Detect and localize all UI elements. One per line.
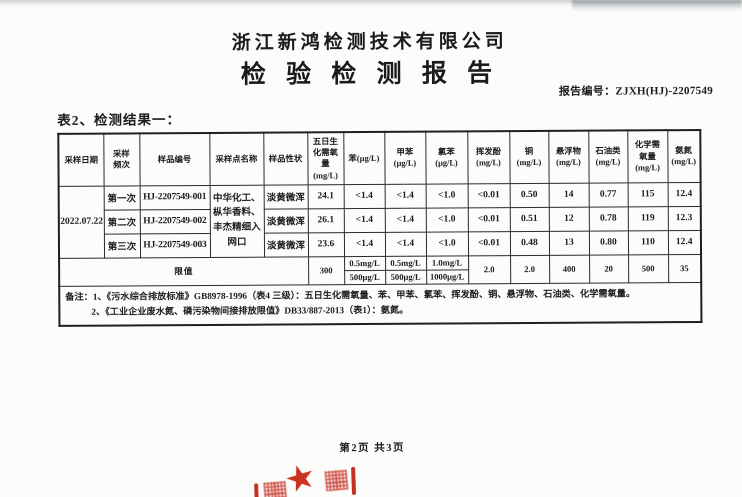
stamp-text-right: [324, 469, 349, 492]
value-cell: 14: [548, 182, 589, 207]
value-cell: <1.0: [425, 231, 469, 256]
value-cell: 0.78: [588, 206, 628, 231]
limit-copper-cell: 2.0: [510, 254, 550, 284]
limit-petroleum-cell: 20: [589, 254, 629, 283]
header-row: 采样日期 采样 频次 样品编号 采样点名称 样品性状 五日生 化需氧 量 (mg…: [58, 129, 701, 186]
frequency-cell: 第三次: [103, 233, 141, 258]
value-cell: <0.01: [467, 207, 510, 232]
column-header-chlorobenzene: 氯苯 (μg/L): [425, 131, 468, 184]
limit-ammonia-cell: 35: [668, 253, 702, 283]
column-header-phenol: 挥发酚 (mg/L): [467, 131, 510, 184]
value-cell: 0.51: [509, 206, 549, 232]
column-header-petroleum: 石油类 (mg/L): [588, 130, 628, 183]
column-header-sample-no: 样品编号: [139, 132, 210, 186]
value-cell: 0.77: [588, 182, 628, 207]
stamp-bracket-left: [254, 483, 259, 497]
column-header-benzene: 苯(μg/L): [343, 131, 385, 185]
value-cell: 13: [548, 230, 590, 255]
value-cell: 26.1: [307, 208, 344, 233]
sample-no-cell: HJ-2207549-001: [139, 184, 210, 210]
limit-cod-cell: 500: [628, 254, 669, 283]
value-cell: 0.80: [588, 230, 629, 255]
stamp-text-left: [263, 480, 288, 497]
column-header-cod: 化学需 氧量 (mg/L): [627, 130, 668, 183]
table-caption: 表2、检测结果一：: [57, 112, 182, 128]
column-header-frequency: 采样 频次: [103, 133, 140, 186]
value-cell: 23.6: [307, 232, 345, 257]
character-cell: 淡黄微浑: [263, 184, 308, 209]
sample-no-cell: HJ-2207549-003: [139, 232, 211, 258]
value-cell: 12.4: [667, 229, 702, 255]
value-cell: 0.50: [509, 182, 549, 208]
limit-bod5-cell: 300: [308, 256, 345, 285]
character-cell: 淡黄微浑: [263, 208, 308, 233]
value-cell: <0.01: [467, 183, 510, 208]
note-line-2: 2、《工业企业废水氮、磷污染物间接排放限值》DB33/887-2013（表1）：…: [91, 304, 409, 317]
column-header-suspended-solids: 悬浮物 (mg/L): [548, 130, 589, 183]
value-cell: <1.4: [343, 183, 385, 209]
value-cell: <1.4: [343, 231, 386, 257]
site-cell: 中华化工、 枞华香料、 丰杰精细入 网口: [209, 184, 265, 257]
value-cell: <0.01: [467, 231, 511, 256]
limit-benzene-ug-cell: 500μg/L: [344, 269, 386, 285]
value-cell: <1.0: [425, 207, 468, 232]
limit-benzene-mg-cell: 0.5mg/L: [344, 255, 386, 271]
column-header-bod5: 五日生 化需氧 量 (mg/L): [307, 132, 344, 185]
sample-no-cell: HJ-2207549-002: [139, 208, 210, 234]
limit-chlorobenzene-mg-cell: 1.0mg/L: [426, 255, 469, 270]
value-cell: 12.4: [667, 181, 701, 207]
character-cell: 淡黄微浑: [263, 232, 309, 257]
stamp-bracket-right: [351, 466, 357, 495]
value-cell: 0.48: [509, 230, 550, 256]
notes-row: 备注：1、《污水综合排放标准》GB8978-1996（表4 三级）：五日生化需氧…: [59, 281, 702, 326]
report-number: 报告编号：ZJXH(HJ)-2207549: [559, 82, 713, 99]
column-header-toluene: 甲苯 (μg/L): [384, 131, 426, 184]
value-cell: 115: [627, 182, 668, 207]
frequency-cell: 第一次: [103, 185, 140, 210]
column-header-site: 采样点名称: [209, 132, 264, 185]
value-cell: <1.4: [343, 207, 385, 233]
limit-suspended-solids-cell: 400: [549, 254, 590, 283]
value-cell: <1.4: [384, 207, 426, 232]
value-cell: 12.3: [667, 205, 701, 231]
results-table: 采样日期 采样 频次 样品编号 采样点名称 样品性状 五日生 化需氧 量 (mg…: [57, 128, 703, 327]
column-header-character: 样品性状: [263, 132, 308, 185]
limit-chlorobenzene-ug-cell: 1000μg/L: [426, 269, 469, 284]
limit-toluene-ug-cell: 500μg/L: [385, 269, 427, 284]
scan-edge-artifact: [0, 0, 742, 7]
value-cell: <1.4: [384, 183, 426, 208]
page-number: 第2页 共3页: [339, 442, 406, 455]
report-number-value: ZJXH(HJ)-2207549: [615, 84, 714, 98]
sampling-date-cell: 2022.07.22: [58, 185, 105, 258]
value-cell: 12: [548, 206, 589, 231]
value-cell: 24.1: [307, 184, 344, 209]
value-cell: <1.4: [384, 231, 427, 256]
limit-label-cell: 限值: [59, 256, 309, 286]
report-number-label: 报告编号：: [558, 85, 616, 98]
column-header-ammonia: 氨氮 (mg/L): [667, 129, 701, 183]
frequency-cell: 第二次: [103, 209, 140, 234]
scan-corner-artifact: [572, 0, 742, 11]
column-header-copper: 铜 (mg/L): [509, 130, 549, 184]
notes-cell: 备注：1、《污水综合排放标准》GB8978-1996（表4 三级）：五日生化需氧…: [59, 281, 702, 326]
value-cell: <1.0: [425, 183, 468, 208]
value-cell: 119: [627, 206, 668, 231]
limit-phenol-cell: 2.0: [468, 255, 511, 284]
limit-toluene-mg-cell: 0.5mg/L: [385, 255, 427, 270]
column-header-sampling-date: 采样日期: [58, 133, 104, 186]
value-cell: 110: [627, 230, 669, 255]
